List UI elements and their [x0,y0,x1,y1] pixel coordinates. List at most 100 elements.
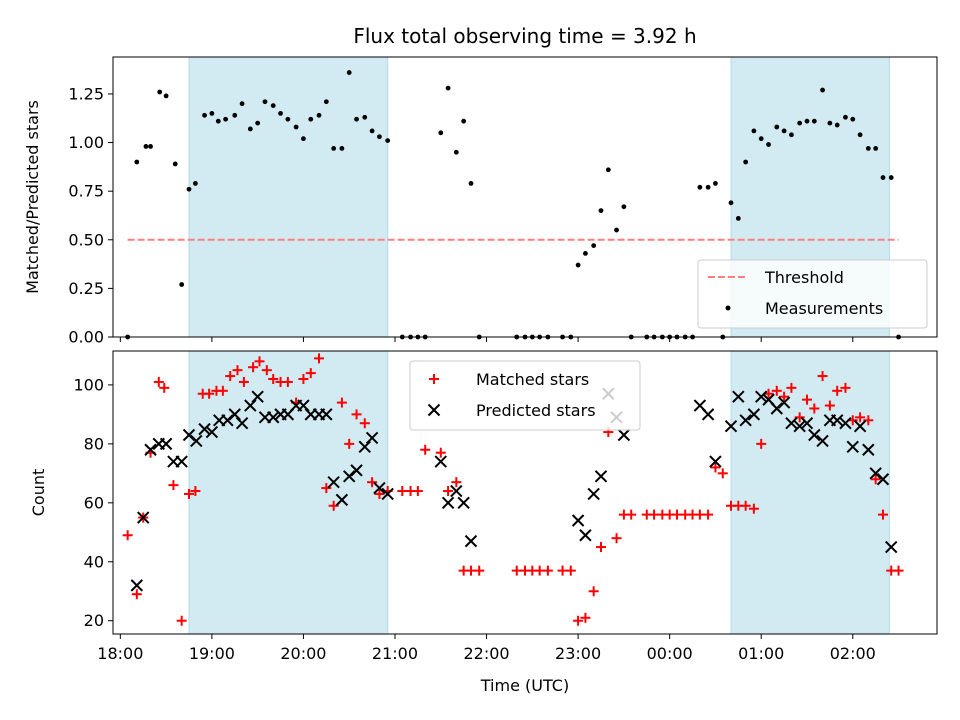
predicted-point-b [853,419,867,433]
predicted-point [450,484,463,498]
predicted-point-b [205,425,219,439]
predicted-point-b [144,443,157,456]
matched-point [305,368,316,379]
predicted-point-b [320,408,333,421]
legend-measurements-dot [725,305,731,311]
predicted-point [464,534,478,548]
x-tick-label: 20:00 [280,644,326,663]
predicted-point-b [464,534,478,548]
predicted-point [244,399,257,412]
matched-point [344,438,355,449]
matched-point [153,376,164,387]
measurement-point [193,180,198,186]
measurement-point [797,120,803,126]
predicted-point [862,443,875,456]
predicted-point-b [800,417,814,430]
measurement-point [843,114,848,120]
measurement-point [163,93,169,99]
measurement-point [316,112,322,118]
x-tick-label: 01:00 [738,644,784,663]
predicted-point [327,475,340,489]
predicted-point [365,431,379,445]
measurement-point [598,208,604,214]
top-y-tick-label: 0.25 [68,279,104,298]
measurement-point [621,204,627,210]
predicted-point [350,464,363,477]
matched-point [122,530,133,541]
predicted-point-b [701,408,715,421]
top-y-tick-label: 1.25 [68,84,104,103]
predicted-point [297,399,310,412]
top-y-axis-label: Matched/Predicted stars [23,100,42,294]
legend-predicted-label: Predicted stars [476,401,596,420]
matched-point [443,486,454,497]
measurement-point [239,101,245,107]
measurement-point [223,116,229,122]
matched-point [840,382,851,393]
matched-point [779,391,790,402]
matched-point [351,409,362,420]
matched-point [786,382,797,393]
measurement-point [143,144,149,149]
matched-point [710,462,721,473]
matched-point [159,382,170,393]
x-tick-label: 21:00 [372,644,418,663]
measurement-point [758,136,764,142]
predicted-point [182,428,196,442]
matched-point [474,565,485,576]
predicted-point-b [221,414,234,427]
predicted-point-b [198,422,211,436]
predicted-point-b [267,411,280,424]
matched-point [217,385,228,396]
predicted-point-b [434,455,447,468]
x-tick-label: 22:00 [463,644,509,663]
predicted-point [343,470,356,483]
predicted-point-b [709,455,722,468]
measurement-point [811,118,817,124]
matched-point [756,438,767,449]
measurement-point [209,110,215,116]
matched-point [588,586,599,597]
top-y-tick-label: 0.75 [68,182,104,201]
measurement-point [308,116,314,122]
measurement-point [278,110,283,116]
matched-point [824,400,835,411]
measurement-point [270,103,276,109]
measurement-point [445,85,451,91]
top-legend: Threshold Measurements [697,259,928,329]
measurement-point [179,282,185,287]
predicted-point [159,437,173,451]
predicted-point-b [732,390,745,403]
predicted-point [885,540,898,554]
legend-predicted-marker [427,403,441,417]
predicted-point [571,514,585,527]
matched-point [374,488,385,499]
predicted-point-b [755,390,768,403]
measurement-point [202,112,207,118]
measurement-point [255,120,261,126]
bottom-y-tick-label: 80 [84,434,104,453]
predicted-point [205,425,219,439]
predicted-point-b [617,428,631,442]
predicted-point-b [785,417,798,430]
predicted-point-b [808,428,821,442]
measurement-point [468,180,474,186]
measurement-point [583,250,588,256]
bottom-axes-frame [112,350,938,635]
predicted-point [724,419,738,433]
matched-point [717,468,728,479]
predicted-point-b [571,514,585,527]
matched-point [298,374,309,385]
predicted-point-b [830,414,844,427]
top-y-tick-label: 0.00 [68,328,104,347]
predicted-point [373,481,386,495]
measurement-point [804,118,810,124]
predicted-point [846,440,859,454]
measurement-point [438,130,444,136]
bottom-data-marks [122,353,904,626]
predicted-point-b [885,540,898,554]
matched-point [855,412,866,423]
matched-point [225,371,236,382]
measurement-point [873,145,879,151]
predicted-point [441,496,455,510]
